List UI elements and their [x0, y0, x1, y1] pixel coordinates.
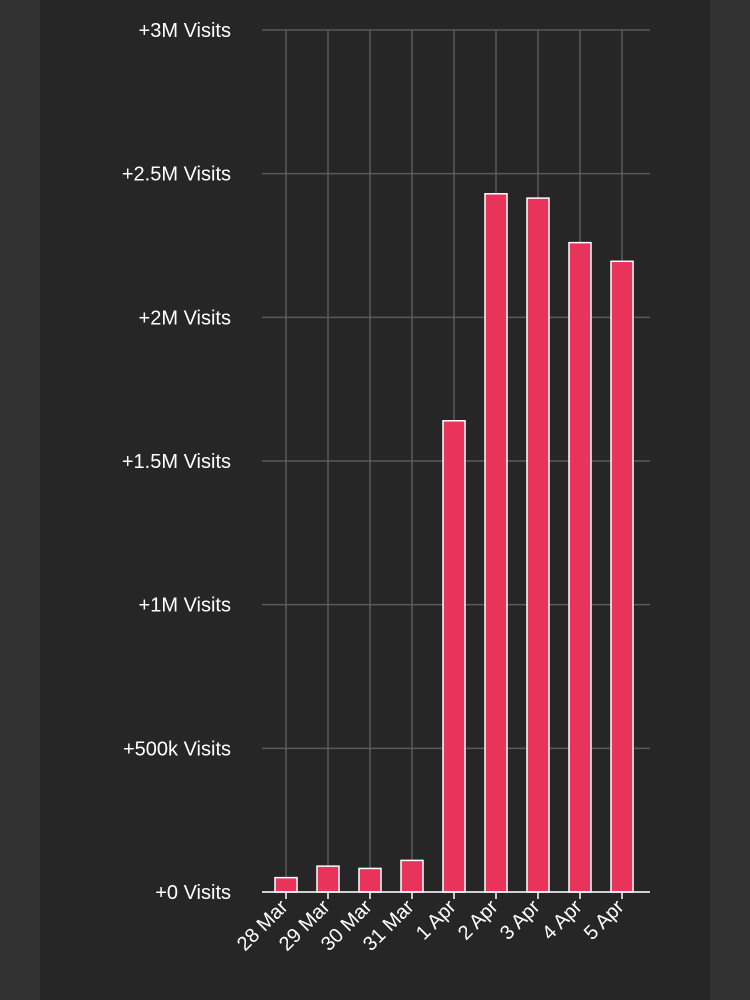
y-tick-label: +1M Visits [139, 595, 231, 617]
x-tick-label: 1 Apr [412, 896, 461, 945]
x-axis [262, 891, 650, 899]
bars [274, 193, 634, 893]
y-tick-label: +0 Visits [155, 882, 231, 904]
bar-4-apr [568, 241, 592, 893]
y-tick-label: +2.5M Visits [122, 164, 231, 186]
x-tick-label: 5 Apr [580, 896, 629, 945]
x-tick-label: 4 Apr [538, 896, 587, 945]
x-tick-label: 3 Apr [496, 896, 545, 945]
bar-28-mar [274, 876, 298, 893]
y-tick-label: +1.5M Visits [122, 451, 231, 473]
y-tick-label: +3M Visits [139, 20, 231, 42]
bar-3-apr [526, 197, 550, 893]
chart-panel [40, 0, 710, 1000]
y-tick-label: +500k Visits [123, 738, 231, 760]
bar-29-mar [316, 865, 340, 893]
bar-1-apr [442, 420, 466, 893]
y-tick-label: +2M Visits [139, 307, 231, 329]
bar-2-apr [484, 193, 508, 893]
x-tick-label: 2 Apr [454, 896, 503, 945]
bar-5-apr [610, 260, 634, 893]
y-tick-labels: +0 Visits +500k Visits +1M Visits +1.5M Vis… [122, 20, 231, 904]
bar-31-mar [400, 859, 424, 893]
bar-30-mar [358, 867, 382, 893]
